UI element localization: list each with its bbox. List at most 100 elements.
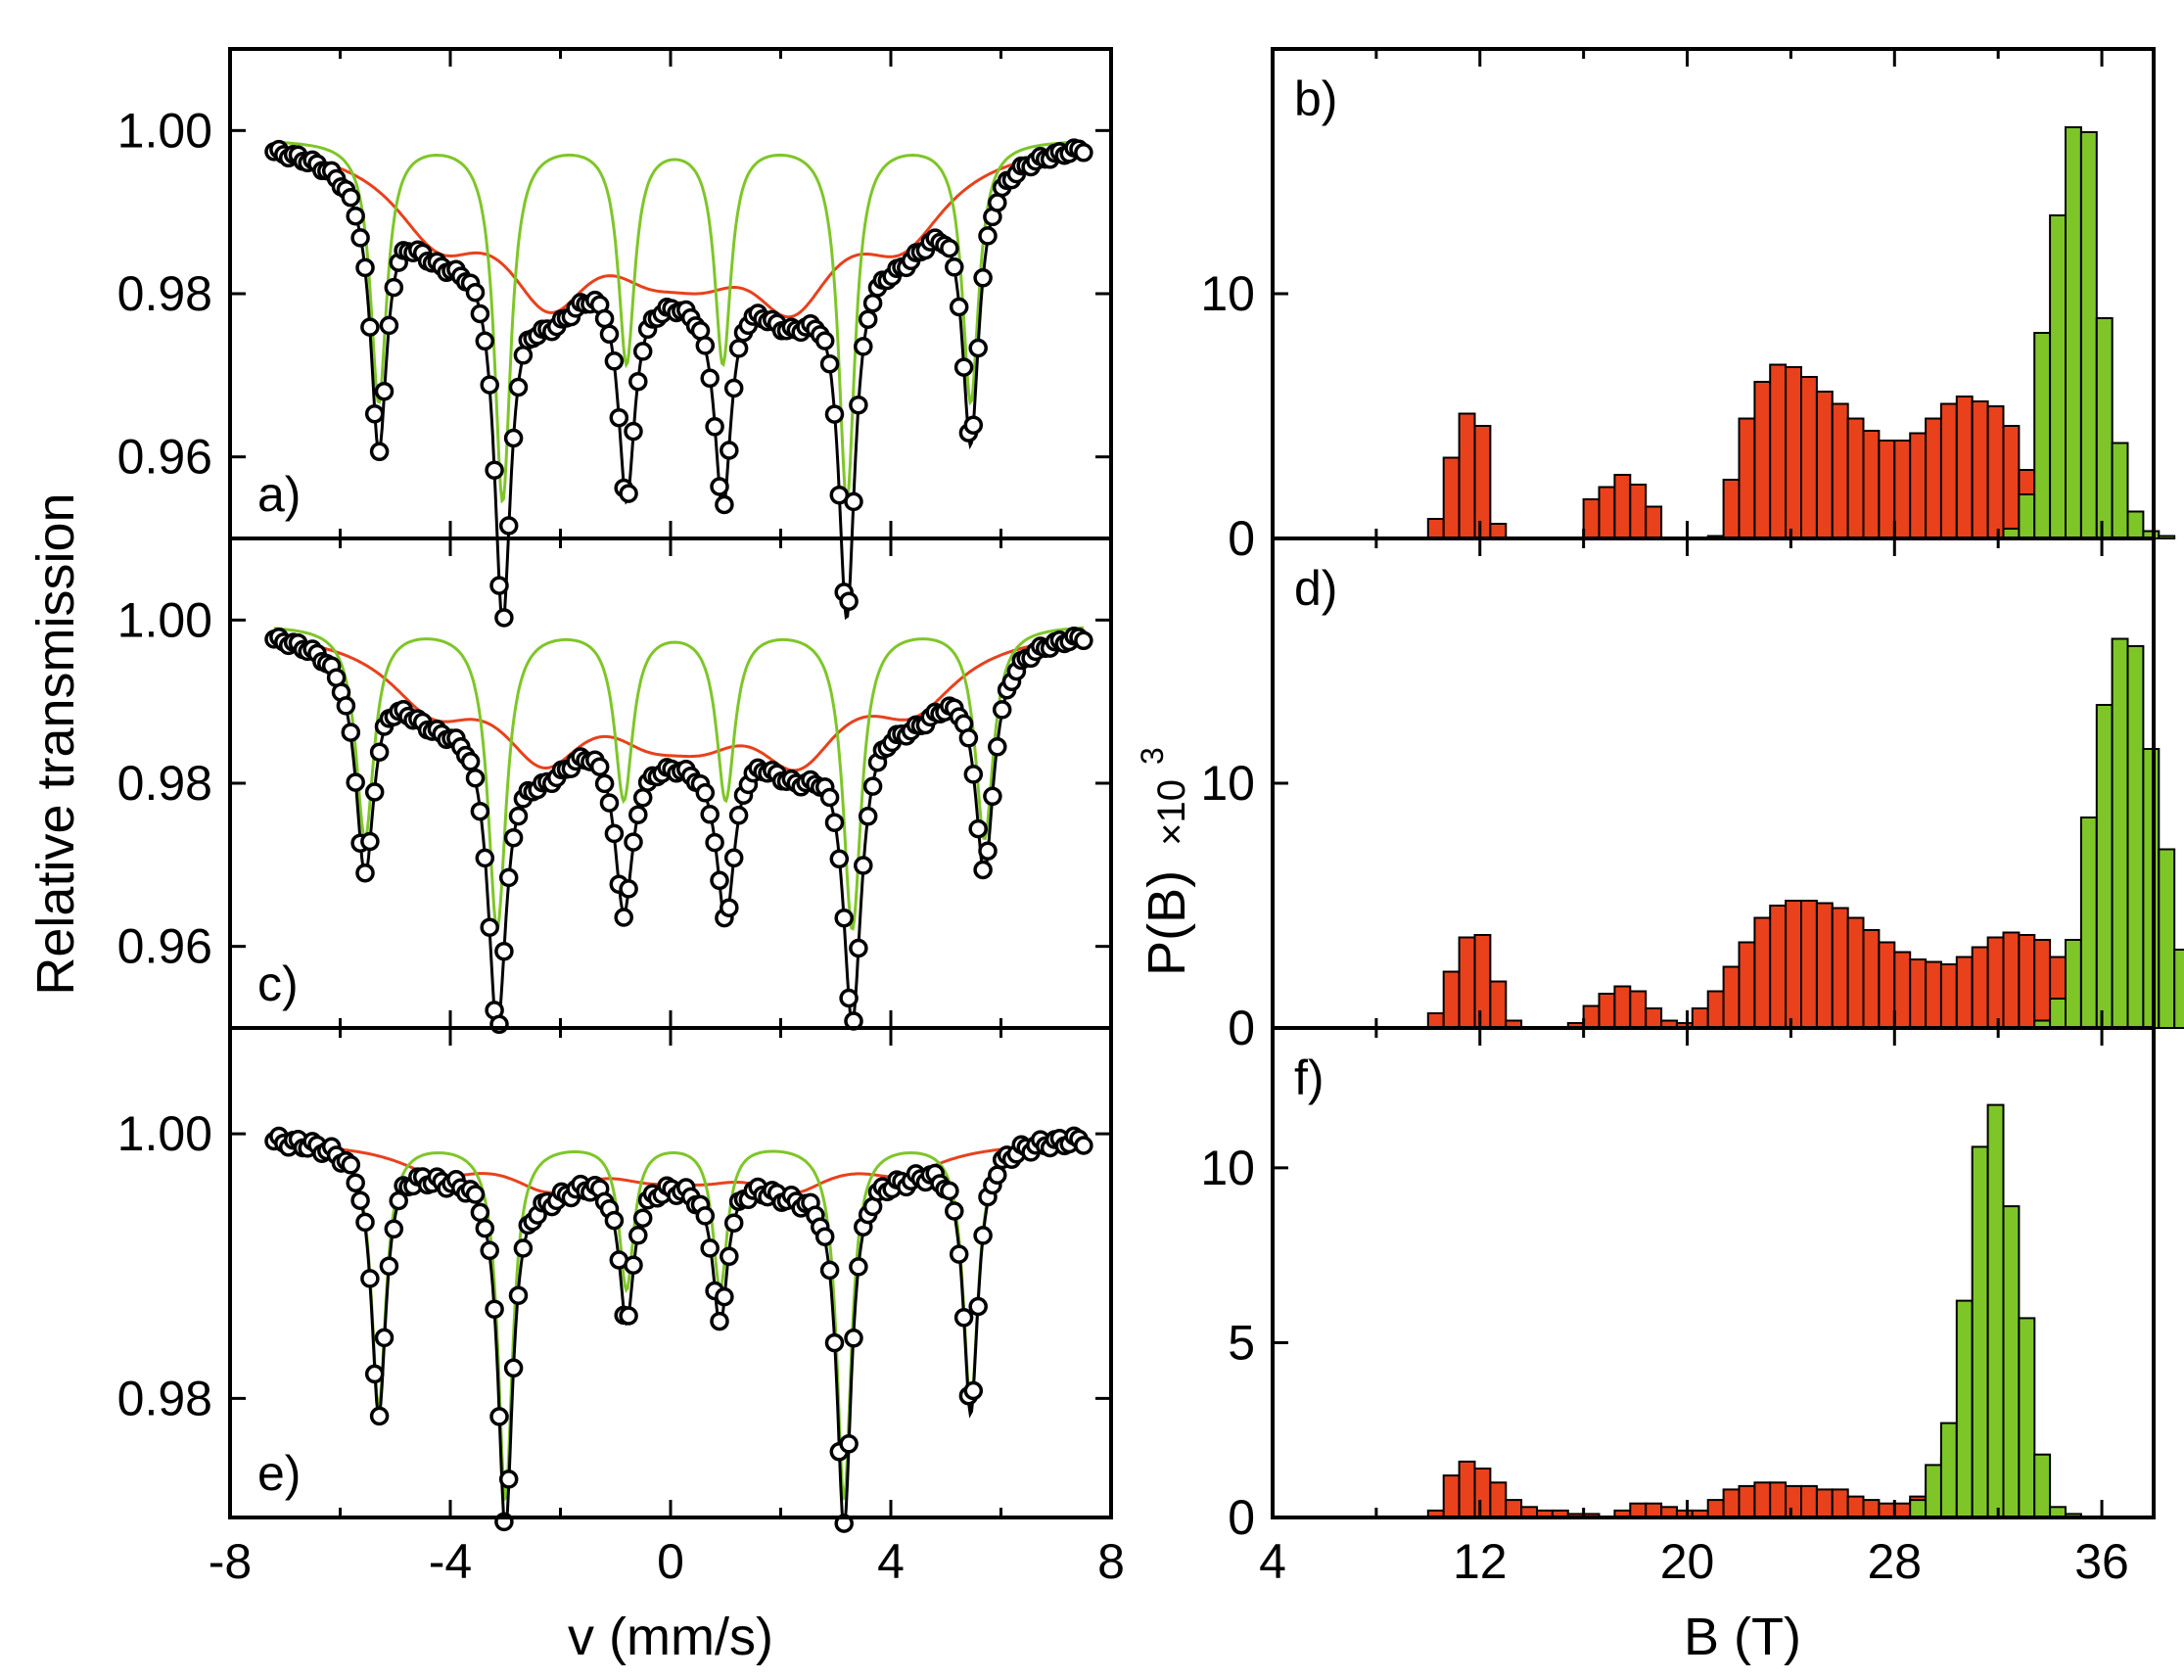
data-point xyxy=(968,338,988,358)
red-bar xyxy=(1971,946,1989,1029)
green-bar xyxy=(2126,645,2145,1029)
data-point xyxy=(498,1470,519,1489)
data-point xyxy=(503,827,524,848)
red-bar xyxy=(1846,916,1865,1029)
data-point xyxy=(824,1332,845,1353)
red-subspectrum-line xyxy=(273,635,1085,772)
data-point xyxy=(720,441,739,460)
data-point xyxy=(849,395,868,415)
data-point xyxy=(589,757,610,776)
data-point xyxy=(604,1210,625,1231)
data-point xyxy=(963,765,984,784)
data-point xyxy=(839,591,859,611)
red-bar xyxy=(1706,1499,1725,1518)
data-point xyxy=(355,1212,375,1233)
data-point xyxy=(364,1364,385,1384)
data-point xyxy=(715,1286,734,1307)
red-bar xyxy=(1846,417,1865,539)
y-tick-label: 0.96 xyxy=(117,919,212,974)
data-point xyxy=(695,783,716,803)
y-tick-label: 1.00 xyxy=(117,1106,212,1161)
data-point xyxy=(858,309,878,329)
data-point xyxy=(720,898,739,917)
y-tick-label: 1.00 xyxy=(117,103,212,158)
red-bar xyxy=(1893,951,1912,1029)
data-point xyxy=(728,339,749,358)
plot-frame xyxy=(1271,47,2156,540)
red-bar xyxy=(1769,1481,1788,1519)
data-point xyxy=(624,832,643,852)
green-subspectrum-line xyxy=(273,140,1084,504)
red-bar xyxy=(1753,1481,1772,1519)
red-bar xyxy=(1738,417,1756,539)
data-point xyxy=(819,1260,840,1281)
data-point xyxy=(470,303,490,324)
data-point xyxy=(949,297,969,317)
data-point xyxy=(963,1380,984,1401)
red-bar xyxy=(1893,440,1912,539)
data-point xyxy=(341,723,361,742)
panel-e: 1.00 0.98 -8 -4 0 4 8 e) xyxy=(117,1026,1125,1589)
data-point xyxy=(632,342,653,361)
red-bar xyxy=(2033,939,2052,1029)
data-point xyxy=(619,1306,638,1326)
data-point xyxy=(705,417,724,437)
red-bar xyxy=(1815,902,1834,1029)
right-y-axis-title-exponent: 3 xyxy=(1135,747,1170,765)
panel-a: 1.00 0.98 0.96 a) xyxy=(117,47,1113,628)
data-point xyxy=(360,1269,380,1288)
data-point xyxy=(953,357,974,377)
data-point xyxy=(355,863,375,883)
data-point xyxy=(849,938,868,958)
red-bar xyxy=(1691,1007,1709,1029)
data-point xyxy=(460,752,481,771)
red-bar xyxy=(1722,965,1741,1029)
data-point xyxy=(710,477,729,496)
plot-frame xyxy=(1271,1026,2156,1519)
red-bar xyxy=(1473,1468,1492,1518)
data-point xyxy=(628,805,648,824)
data-point xyxy=(350,228,370,248)
data-point xyxy=(824,404,845,424)
data-point xyxy=(988,1165,1007,1185)
red-bar xyxy=(1862,929,1881,1029)
data-point xyxy=(594,773,615,794)
green-bar xyxy=(2049,998,2068,1029)
data-point xyxy=(968,818,988,839)
red-bar xyxy=(1971,400,1989,539)
y-tick-label: 0.98 xyxy=(117,756,212,811)
data-point xyxy=(364,782,385,802)
y-tick-label: 10 xyxy=(1200,266,1255,321)
y-tick-label: 0 xyxy=(1228,1001,1255,1055)
data-point xyxy=(695,1206,716,1226)
red-bar xyxy=(1815,1488,1834,1519)
data-point xyxy=(609,407,629,428)
right-x-axis-title: B (T) xyxy=(1684,1608,1801,1666)
data-point xyxy=(632,1208,653,1228)
green-bar xyxy=(2018,493,2036,539)
data-point xyxy=(350,1190,370,1210)
data-point xyxy=(973,860,993,880)
data-point xyxy=(723,848,744,868)
green-bar xyxy=(2095,704,2114,1029)
y-tick-label: 1.00 xyxy=(117,592,212,647)
data-point xyxy=(498,516,519,536)
red-bar xyxy=(1598,486,1616,539)
x-tick-label: 36 xyxy=(2074,1534,2129,1589)
data-point xyxy=(849,1257,868,1277)
red-bar xyxy=(1769,905,1788,1029)
data-point xyxy=(619,484,638,503)
red-bar xyxy=(1505,1499,1523,1518)
red-bar xyxy=(1955,956,1974,1029)
green-bar xyxy=(2158,848,2176,1029)
x-tick-label: 4 xyxy=(877,1534,905,1589)
red-bar xyxy=(1582,498,1601,539)
red-bar xyxy=(1800,900,1818,1029)
red-bar xyxy=(1831,1488,1849,1519)
data-point xyxy=(489,1407,509,1426)
red-bar xyxy=(1473,425,1492,539)
data-point xyxy=(513,346,534,365)
panel-label: c) xyxy=(257,957,299,1011)
data-point xyxy=(470,1202,490,1223)
x-tick-label: 0 xyxy=(657,1534,684,1589)
